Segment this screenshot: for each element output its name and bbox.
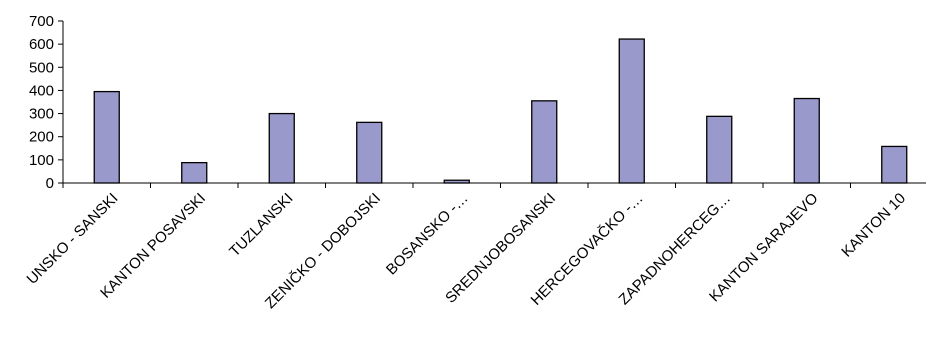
bar — [268, 112, 295, 184]
bar — [618, 38, 645, 184]
x-category-label: BOSANSKO -… — [383, 190, 472, 279]
bar-series — [93, 38, 908, 184]
x-axis — [62, 182, 926, 188]
y-tick-label: 200 — [29, 129, 54, 146]
y-tick-label: 100 — [29, 152, 54, 169]
bar — [706, 115, 733, 184]
bar — [356, 121, 383, 184]
x-category-label: UNSKO - SANSKI — [24, 190, 122, 288]
y-tick-label: 700 — [29, 13, 54, 30]
bar — [181, 161, 208, 184]
bar — [93, 90, 120, 184]
y-tick-label: 0 — [46, 175, 54, 192]
bar — [531, 100, 558, 184]
y-tick-label: 500 — [29, 59, 54, 76]
x-category-label: KANTON 10 — [838, 190, 909, 261]
y-tick-label: 600 — [29, 36, 54, 53]
bar — [793, 97, 820, 184]
x-category-label: TUZLANSKI — [226, 190, 296, 260]
bar — [443, 179, 470, 184]
y-tick-label: 300 — [29, 106, 54, 123]
y-tick-label: 400 — [29, 82, 54, 99]
bar — [881, 145, 908, 184]
y-axis: 0 100 200 300 400 500 600 700 — [29, 13, 64, 192]
